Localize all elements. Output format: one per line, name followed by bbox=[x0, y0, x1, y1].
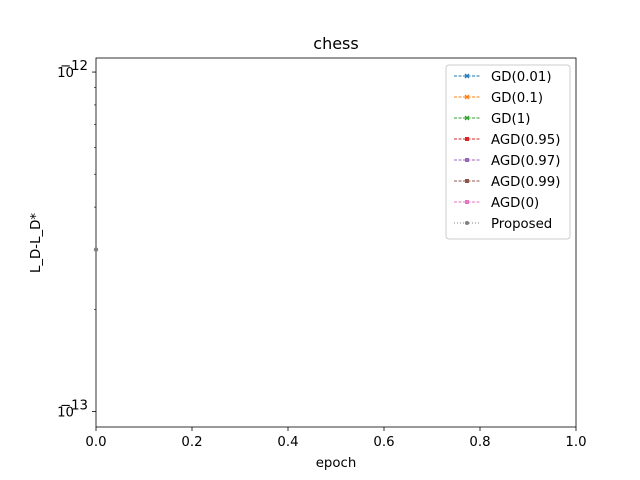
legend-marker bbox=[465, 200, 469, 204]
legend-marker bbox=[465, 137, 469, 141]
y-tick-exponent: −13 bbox=[60, 398, 88, 413]
legend-box bbox=[445, 64, 571, 240]
legend-marker bbox=[464, 73, 470, 79]
legend-marker bbox=[465, 179, 469, 183]
x-tick-label: 0.4 bbox=[277, 435, 298, 450]
legend-item: Proposed bbox=[454, 217, 552, 232]
y-tick-label: 10 bbox=[57, 66, 74, 81]
y-axis-label: L_D-L_D* bbox=[29, 213, 44, 273]
axes-frame bbox=[95, 57, 577, 428]
x-tick-label: 0.2 bbox=[181, 435, 202, 450]
y-tick-label: 10 bbox=[57, 405, 74, 420]
legend-item: AGD(0.95) bbox=[454, 133, 560, 148]
legend-marker bbox=[465, 221, 469, 225]
legend-item: GD(1) bbox=[454, 112, 530, 127]
legend-item: AGD(0.99) bbox=[454, 175, 560, 190]
legend-item: AGD(0.97) bbox=[454, 154, 560, 169]
chart-title: chess bbox=[313, 34, 358, 53]
y-tick-exponent: −12 bbox=[60, 59, 88, 74]
legend-marker bbox=[465, 158, 469, 162]
legend-label: AGD(0) bbox=[491, 196, 539, 211]
legend-marker bbox=[464, 94, 470, 100]
x-tick-label: 0.8 bbox=[469, 435, 490, 450]
legend-item: GD(0.1) bbox=[454, 91, 543, 106]
legend-item: AGD(0) bbox=[454, 196, 539, 211]
legend: GD(0.01) GD(0.1) GD(1) AGD(0.95) AGD(0.97) AG… bbox=[445, 64, 571, 240]
data-point bbox=[93, 247, 99, 252]
x-tick-label: 1.0 bbox=[565, 435, 586, 450]
x-axis-label: epoch bbox=[316, 456, 357, 471]
legend-label: GD(0.1) bbox=[491, 91, 543, 106]
x-tick-label: 0.0 bbox=[85, 435, 106, 450]
legend-label: AGD(0.97) bbox=[491, 154, 560, 169]
legend-item: GD(0.01) bbox=[454, 70, 552, 85]
legend-label: Proposed bbox=[491, 217, 552, 232]
legend-label: GD(0.01) bbox=[491, 70, 552, 85]
legend-label: GD(1) bbox=[491, 112, 530, 127]
legend-marker bbox=[464, 115, 470, 121]
legend-label: AGD(0.95) bbox=[491, 133, 560, 148]
legend-label: AGD(0.99) bbox=[491, 175, 560, 190]
x-tick-label: 0.6 bbox=[373, 435, 394, 450]
